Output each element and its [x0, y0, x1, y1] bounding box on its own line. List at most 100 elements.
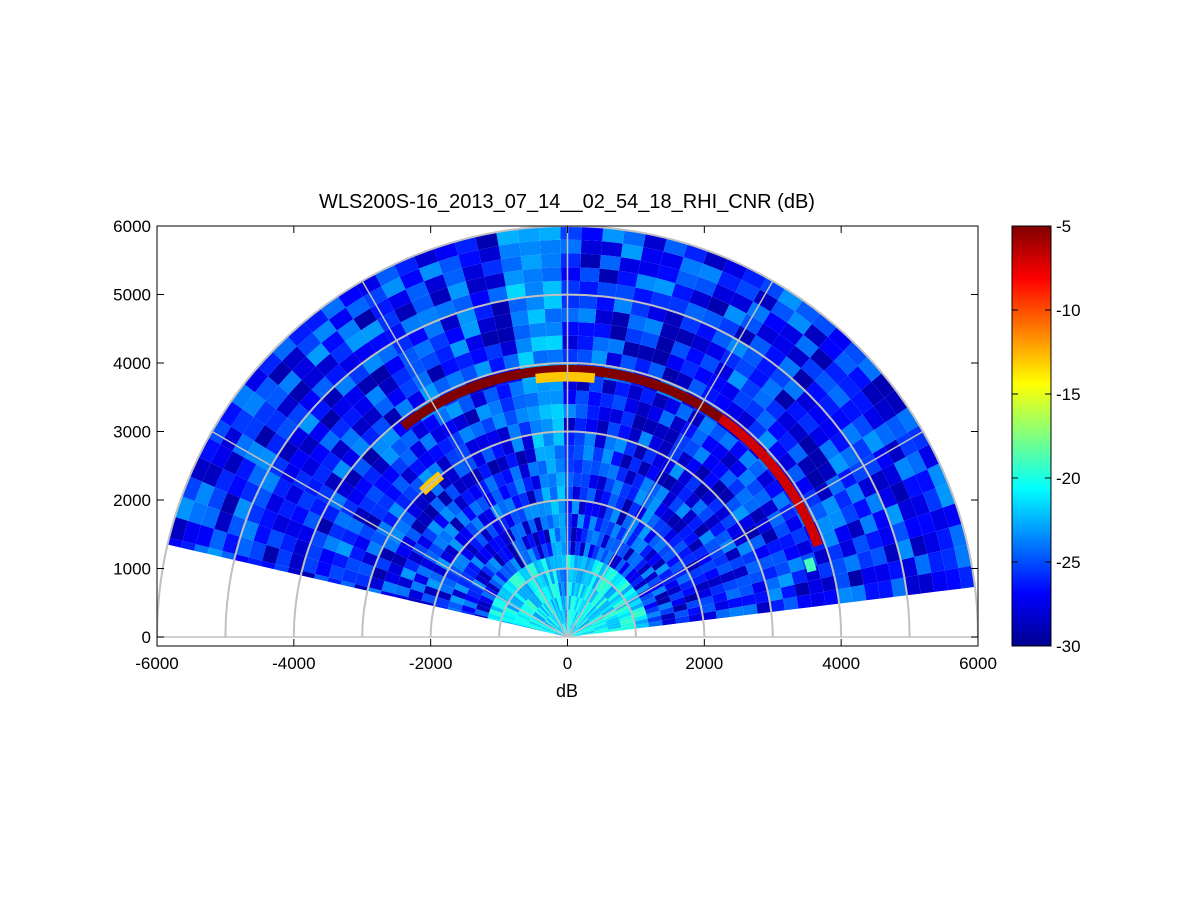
heatmap-cell: [331, 396, 353, 419]
heatmap-cell: [542, 624, 556, 632]
heatmap-cell: [693, 522, 710, 539]
heatmap-cell: [786, 345, 810, 369]
heatmap-cell: [567, 609, 570, 624]
heatmap-cell: [234, 554, 249, 564]
heatmap-cell: [693, 366, 714, 386]
heatmap-cell: [615, 604, 630, 614]
heatmap-cell: [929, 507, 949, 532]
heatmap-cell: [330, 341, 354, 365]
heatmap-cell: [579, 625, 593, 632]
heatmap-cell: [449, 339, 470, 358]
heatmap-cell: [520, 584, 533, 597]
heatmap-cell: [575, 404, 588, 419]
heatmap-cell: [669, 415, 687, 434]
heatmap-cell: [503, 410, 519, 427]
heatmap-cell: [594, 627, 608, 633]
heatmap-cell: [664, 579, 680, 591]
heatmap-cell: [687, 606, 703, 616]
heatmap-cell: [481, 259, 504, 277]
y-axis: 0 1000 2000 3000 4000 5000 6000: [113, 217, 978, 647]
heatmap-cell: [557, 627, 568, 637]
heatmap-cell: [633, 579, 647, 592]
heatmap-cell: [341, 406, 363, 428]
heatmap-cell: [863, 582, 880, 601]
heatmap-cell: [569, 554, 575, 569]
heatmap-cell: [552, 598, 559, 612]
heatmap-cell: [562, 596, 566, 610]
heatmap-cell: [873, 397, 897, 423]
heatmap-cell: [577, 583, 584, 598]
heatmap-cell: [516, 615, 530, 623]
heatmap-cell: [604, 536, 616, 551]
heatmap-cell: [865, 529, 884, 551]
heatmap-cell: [729, 440, 749, 460]
heatmap-cell: [516, 537, 528, 553]
heatmap-cell: [554, 632, 568, 637]
heatmap-cell: [486, 459, 501, 476]
y-tick-label: 5000: [113, 286, 151, 305]
heatmap-cell: [735, 574, 752, 588]
heatmap-cell: [529, 322, 547, 338]
heatmap-cell: [590, 614, 603, 623]
heatmap-cell: [399, 448, 418, 467]
heatmap-cell: [603, 505, 615, 522]
heatmap-cell: [508, 297, 528, 314]
heatmap-cell: [740, 378, 762, 400]
heatmap-cell: [487, 612, 503, 621]
heatmap-cell: [397, 576, 414, 589]
heatmap-cell: [532, 593, 543, 606]
heatmap-cell: [603, 567, 615, 581]
heatmap-cell: [578, 308, 597, 324]
heatmap-cell: [440, 357, 460, 377]
heatmap-cell: [353, 341, 377, 364]
heatmap-cell: [426, 363, 447, 383]
heatmap-cell: [571, 513, 579, 528]
heatmap-cell: [917, 444, 940, 470]
heatmap-cell: [373, 396, 395, 417]
heatmap-cell: [645, 605, 660, 615]
heatmap-cell: [505, 452, 519, 469]
heatmap-cell: [653, 422, 670, 440]
heatmap-cell: [909, 535, 928, 557]
heatmap-cell: [329, 418, 351, 440]
heatmap-cell: [560, 239, 582, 254]
heatmap-cell: [541, 626, 555, 633]
heatmap-cell: [551, 614, 560, 627]
heatmap-cell: [490, 299, 511, 317]
heatmap-cell: [463, 408, 481, 426]
heatmap-cell: [456, 577, 472, 589]
heatmap-cell: [580, 528, 589, 543]
heatmap-cell: [656, 264, 680, 284]
heatmap-cell: [585, 605, 597, 618]
heatmap-cell: [735, 487, 754, 506]
heatmap-cell: [334, 374, 357, 397]
heatmap-cell: [505, 283, 526, 300]
heatmap-cell: [609, 408, 624, 425]
heatmap-cell: [693, 446, 711, 465]
heatmap-cell: [760, 527, 779, 545]
heatmap-cell: [607, 624, 622, 630]
heatmap-cell: [423, 585, 439, 597]
heatmap-cell: [327, 577, 342, 585]
heatmap-cell: [558, 610, 564, 625]
heatmap-cell: [515, 337, 533, 354]
heatmap-cell: [777, 572, 795, 588]
heatmap-cell: [493, 313, 513, 330]
heatmap-cell: [418, 261, 443, 282]
heatmap-cell: [840, 422, 863, 446]
heatmap-cell: [524, 392, 540, 408]
heatmap-cell: [481, 590, 496, 601]
heatmap-cell: [586, 572, 595, 587]
heatmap-cell: [419, 557, 436, 571]
heatmap-cell: [501, 616, 516, 624]
heatmap-cell: [475, 496, 490, 513]
heatmap-cell: [761, 565, 778, 581]
heatmap-cell: [745, 478, 765, 497]
heatmap-cell: [480, 416, 497, 434]
heatmap-cell: [703, 513, 721, 530]
heatmap-cell: [503, 269, 525, 287]
heatmap-cell: [668, 496, 685, 513]
heatmap-cell: [693, 276, 718, 297]
heatmap-cell: [606, 421, 621, 438]
heatmap-cell: [840, 503, 860, 525]
